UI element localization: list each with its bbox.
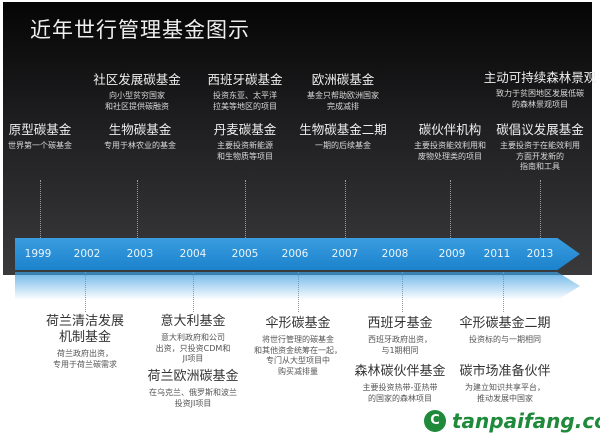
top-fund-item: 碳倡议发展基金主要投资于在能效利用 方面开发新的 指南和工具 xyxy=(496,122,584,173)
fund-name: 生物碳基金二期 xyxy=(299,122,387,137)
fund-description: 世界第一个碳基金 xyxy=(8,141,72,150)
fund-name: 碳伙伴机构 xyxy=(418,122,482,137)
fund-name: 社区发展碳基金 xyxy=(93,72,181,87)
fund-description: 一期的后续基金 xyxy=(314,141,371,150)
fund-description: 将世行管理的碳基金 和其他资金统筹在一起， 专门从大型项目中 购买减排量 xyxy=(254,335,342,376)
fund-name: 原型碳基金 xyxy=(8,122,72,137)
fund-description: 主要投资能效利用和 废物处理类的项目 xyxy=(414,141,486,161)
fund-description: 投资标的与一期相同 xyxy=(468,335,541,344)
fund-name: 荷兰欧洲碳基金 xyxy=(147,369,239,384)
connector-line xyxy=(40,180,41,238)
fund-name: 伞形碳基金 xyxy=(265,316,331,331)
connector-line xyxy=(450,180,451,238)
watermark-logo-icon: C xyxy=(424,410,446,432)
page-title: 近年世行管理基金图示 xyxy=(30,18,250,42)
top-fund-item: 欧洲碳基金基金只帮助欧洲国家 完成减排 xyxy=(307,72,379,112)
fund-description: 主要投资于在能效利用 方面开发新的 指南和工具 xyxy=(499,141,580,171)
fund-name: 丹麦碳基金 xyxy=(213,122,277,137)
fund-name: 荷兰清洁发展 机制基金 xyxy=(45,314,125,345)
bot-fund-item: 荷兰清洁发展 机制基金荷兰政府出资， 专用于荷兰碳需求 xyxy=(46,314,124,370)
year-label: 2007 xyxy=(331,248,359,260)
timeline-bar-reflection xyxy=(15,272,580,300)
fund-description: 荷兰政府出资， 专用于荷兰碳需求 xyxy=(52,349,117,369)
year-label: 2003 xyxy=(126,248,154,260)
fund-name: 主动可持续森林景观 xyxy=(483,70,597,85)
fund-description: 基金只帮助欧洲国家 完成减排 xyxy=(307,91,379,111)
bot-fund-item: 碳市场准备伙伴为建立知识共享平台， 推动发展中国家 xyxy=(459,364,550,404)
connector-line xyxy=(137,180,138,238)
bot-fund-item: 伞形碳基金将世行管理的碳基金 和其他资金统筹在一起， 专门从大型项目中 购买减排… xyxy=(254,316,342,377)
fund-description: 为建立知识共享平台， 推动发展中国家 xyxy=(464,383,545,403)
year-label: 2002 xyxy=(73,248,101,260)
bot-fund-item: 森林碳伙伴基金主要投资热带-亚热带 的国家的森林项目 xyxy=(354,364,445,404)
fund-name: 碳倡议发展基金 xyxy=(496,122,584,137)
dark-panel xyxy=(3,2,592,275)
fund-description: 主要投资新能源 和生物质等项目 xyxy=(216,141,273,161)
top-fund-item: 西班牙碳基金投资东亚、太平洋 拉美等地区的项目 xyxy=(207,72,282,112)
fund-name: 伞形碳基金二期 xyxy=(459,316,551,331)
fund-description: 在乌克兰、俄罗斯和波兰 投资JI项目 xyxy=(148,388,237,408)
fund-name: 西班牙基金 xyxy=(367,316,433,331)
top-fund-item: 社区发展碳基金向小型贫穷国家 和社区提供碳融资 xyxy=(93,72,181,112)
year-label: 2004 xyxy=(179,248,207,260)
year-label: 2006 xyxy=(281,248,309,260)
fund-name: 生物碳基金 xyxy=(108,122,172,137)
fund-description: 投资东亚、太平洋 拉美等地区的项目 xyxy=(212,91,277,111)
bot-fund-item: 西班牙基金西班牙政府出资， 与1期相同 xyxy=(367,316,432,356)
bot-fund-item: 伞形碳基金二期投资标的与一期相同 xyxy=(459,316,550,346)
fund-description: 致力于贫困地区发展低碳 的森林景观项目 xyxy=(495,89,584,109)
year-label: 1999 xyxy=(24,248,52,260)
year-label: 2011 xyxy=(483,248,511,260)
connector-line xyxy=(245,180,246,238)
fund-name: 碳市场准备伙伴 xyxy=(459,364,551,379)
fund-description: 西班牙政府出资， 与1期相同 xyxy=(367,335,432,355)
year-label: 2009 xyxy=(438,248,466,260)
bot-fund-item: 荷兰欧洲碳基金在乌克兰、俄罗斯和波兰 投资JI项目 xyxy=(147,369,238,409)
connector-line xyxy=(345,180,346,238)
watermark-text: tanpaifang.com xyxy=(452,409,600,433)
fund-description: 专用于林农业的基金 xyxy=(104,141,176,150)
fund-description: 主要投资热带-亚热带 的国家的森林项目 xyxy=(362,383,438,403)
top-fund-item: 主动可持续森林景观致力于贫困地区发展低碳 的森林景观项目 xyxy=(484,70,597,110)
connector-line xyxy=(540,180,541,238)
fund-description: 向小型贫穷国家 和社区提供碳融资 xyxy=(104,91,169,111)
watermark: C tanpaifang.com xyxy=(424,410,600,432)
top-fund-item: 生物碳基金专用于林农业的基金 xyxy=(104,122,176,152)
fund-description: 意大利政府和公司 出资，只投资CDM和 JI项目 xyxy=(155,333,231,363)
bot-fund-item: 意大利基金意大利政府和公司 出资，只投资CDM和 JI项目 xyxy=(156,314,231,365)
top-fund-item: 丹麦碳基金主要投资新能源 和生物质等项目 xyxy=(214,122,277,162)
fund-name: 森林碳伙伴基金 xyxy=(354,364,446,379)
top-fund-item: 生物碳基金二期一期的后续基金 xyxy=(299,122,387,152)
year-label: 2005 xyxy=(231,248,259,260)
fund-name: 西班牙碳基金 xyxy=(207,72,283,87)
fund-name: 欧洲碳基金 xyxy=(311,72,375,87)
fund-name: 意大利基金 xyxy=(160,314,226,329)
top-fund-item: 碳伙伴机构主要投资能效利用和 废物处理类的项目 xyxy=(414,122,486,162)
timeline-bar xyxy=(15,238,580,270)
year-label: 2013 xyxy=(526,248,554,260)
year-label: 2008 xyxy=(381,248,409,260)
top-fund-item: 原型碳基金世界第一个碳基金 xyxy=(8,122,72,152)
